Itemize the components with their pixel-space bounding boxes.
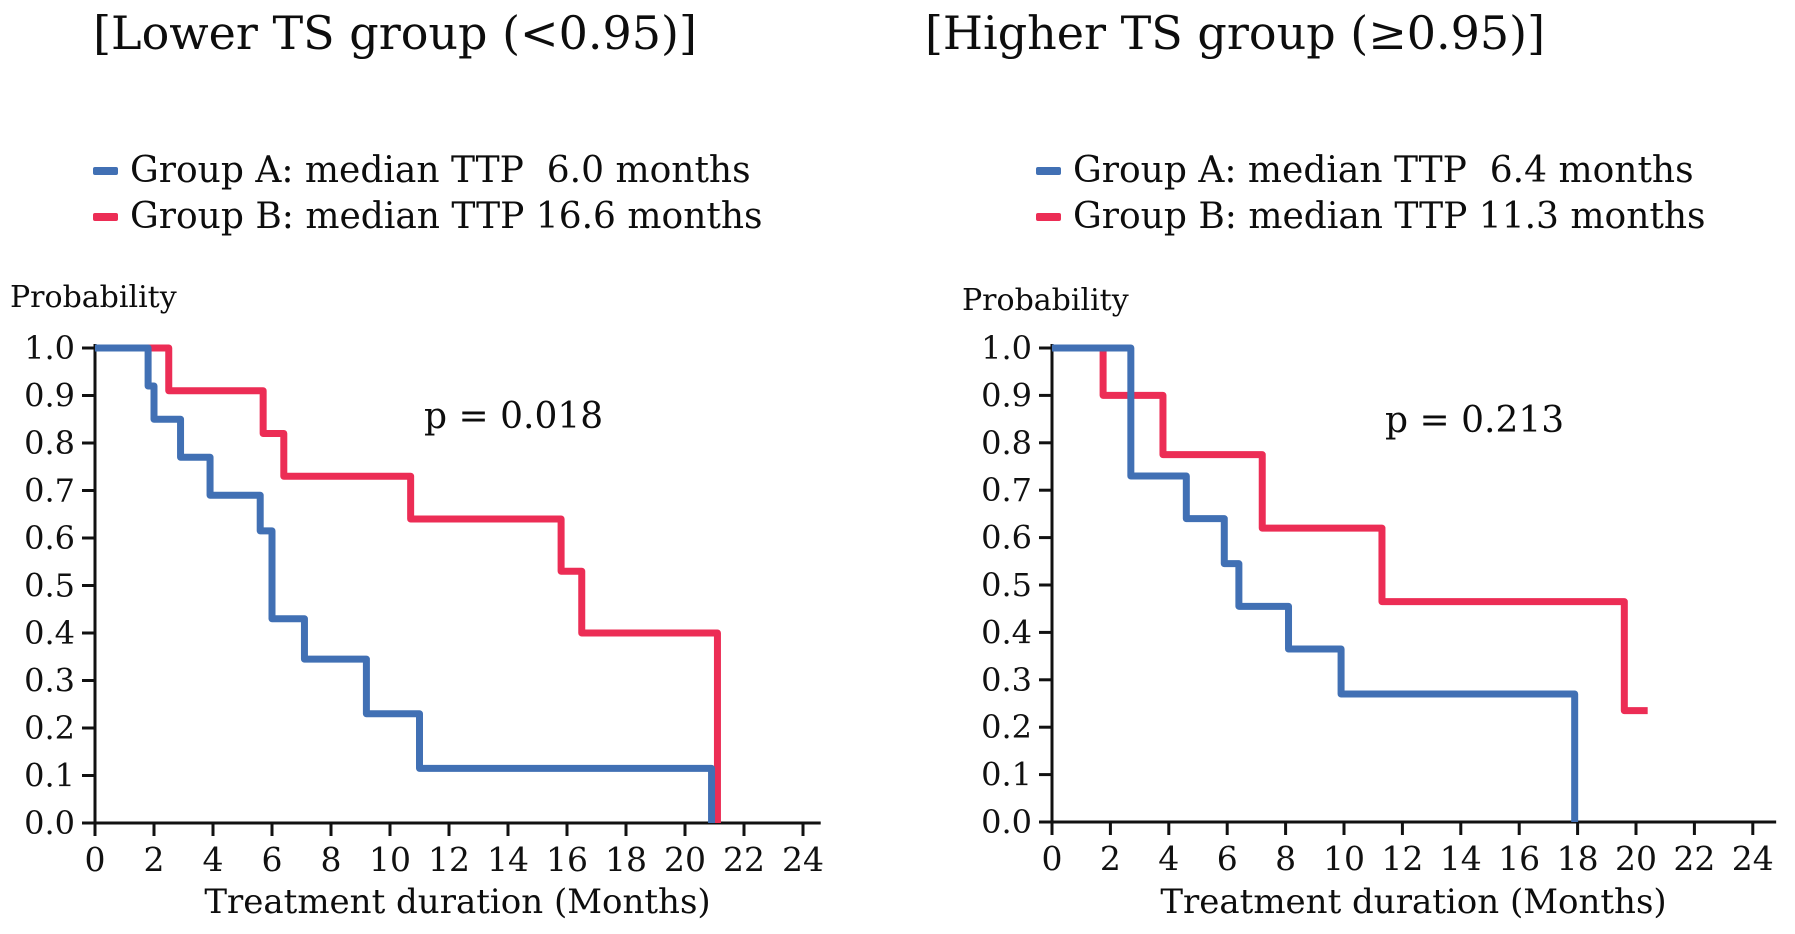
x-tick-label: 6 bbox=[262, 840, 283, 879]
panel-title-lower-ts: [Lower TS group (<0.95)] bbox=[93, 6, 697, 60]
legend-row-group-b: Group B: median TTP 11.3 months bbox=[1036, 194, 1706, 240]
x-tick-label: 10 bbox=[369, 840, 411, 879]
y-tick-label: 0.9 bbox=[24, 377, 75, 415]
y-tick-label: 0.2 bbox=[24, 709, 75, 747]
x-tick-label: 18 bbox=[1557, 839, 1599, 878]
x-tick-label: 12 bbox=[1381, 839, 1423, 878]
y-axis-label-higher: Probability bbox=[962, 283, 1129, 318]
group-a-dash-icon bbox=[1036, 167, 1061, 175]
x-tick-label: 14 bbox=[1440, 839, 1482, 878]
legend-higher-ts: Group A: median TTP 6.4 months Group B: … bbox=[1036, 148, 1706, 240]
y-tick-label: 0.5 bbox=[24, 567, 75, 605]
x-axis-label-lower: Treatment duration (Months) bbox=[204, 882, 711, 922]
y-axis-label-lower: Probability bbox=[10, 280, 177, 315]
y-tick-label: 0.0 bbox=[24, 804, 75, 842]
x-tick-label: 4 bbox=[1158, 839, 1179, 878]
legend-row-group-b: Group B: median TTP 16.6 months bbox=[93, 194, 763, 240]
x-tick-label: 24 bbox=[1732, 839, 1774, 878]
y-tick-label: 0.4 bbox=[24, 614, 75, 652]
legend-label-group-b: Group B: median TTP 11.3 months bbox=[1073, 196, 1706, 237]
x-tick-label: 2 bbox=[144, 840, 165, 879]
legend-row-group-a: Group A: median TTP 6.0 months bbox=[93, 148, 763, 194]
x-tick-label: 24 bbox=[782, 840, 824, 879]
km-curve-group-a bbox=[95, 344, 716, 823]
x-tick-label: 22 bbox=[1673, 839, 1715, 878]
x-tick-label: 10 bbox=[1323, 839, 1365, 878]
panel-title-higher-ts: [Higher TS group (≥0.95)] bbox=[924, 6, 1546, 60]
x-tick-label: 20 bbox=[664, 840, 706, 879]
legend-label-group-a: Group A: median TTP 6.4 months bbox=[1073, 150, 1694, 191]
y-tick-label: 0.1 bbox=[24, 757, 75, 795]
legend-label-group-a: Group A: median TTP 6.0 months bbox=[130, 150, 751, 191]
y-tick-label: 0.4 bbox=[981, 613, 1032, 651]
legend-lower-ts: Group A: median TTP 6.0 months Group B: … bbox=[93, 148, 763, 240]
x-tick-label: 4 bbox=[203, 840, 224, 879]
group-a-dash-icon bbox=[93, 167, 118, 175]
p-value-higher: p = 0.213 bbox=[1385, 400, 1565, 441]
y-tick-label: 0.8 bbox=[981, 424, 1032, 462]
x-tick-label: 0 bbox=[85, 840, 106, 879]
legend-row-group-a: Group A: median TTP 6.4 months bbox=[1036, 148, 1706, 194]
y-tick-label: 0.3 bbox=[24, 662, 75, 700]
x-tick-label: 6 bbox=[1217, 839, 1238, 878]
y-tick-label: 0.7 bbox=[24, 472, 75, 510]
x-tick-label: 16 bbox=[1498, 839, 1540, 878]
y-tick-label: 1.0 bbox=[24, 329, 75, 367]
p-value-lower: p = 0.018 bbox=[424, 396, 604, 437]
y-tick-label: 0.6 bbox=[24, 519, 75, 557]
x-tick-label: 22 bbox=[723, 840, 765, 879]
x-tick-label: 18 bbox=[605, 840, 647, 879]
y-tick-label: 0.7 bbox=[981, 471, 1032, 509]
y-tick-label: 0.6 bbox=[981, 519, 1032, 557]
y-tick-label: 0.8 bbox=[24, 424, 75, 462]
x-tick-label: 12 bbox=[428, 840, 470, 879]
group-b-dash-icon bbox=[1036, 213, 1061, 221]
y-tick-label: 0.0 bbox=[981, 803, 1032, 841]
y-tick-label: 0.1 bbox=[981, 756, 1032, 794]
km-curve-group-b bbox=[95, 344, 721, 823]
x-axis-label-higher: Treatment duration (Months) bbox=[1160, 882, 1667, 922]
x-tick-label: 8 bbox=[1275, 839, 1296, 878]
x-tick-label: 2 bbox=[1100, 839, 1121, 878]
x-tick-label: 14 bbox=[487, 840, 529, 879]
y-tick-label: 0.2 bbox=[981, 708, 1032, 746]
y-tick-label: 0.9 bbox=[981, 376, 1032, 414]
km-curve-group-b bbox=[1052, 344, 1648, 715]
x-tick-label: 16 bbox=[546, 840, 588, 879]
x-tick-label: 20 bbox=[1615, 839, 1657, 878]
y-tick-label: 0.3 bbox=[981, 661, 1032, 699]
x-tick-label: 8 bbox=[321, 840, 342, 879]
y-tick-label: 0.5 bbox=[981, 566, 1032, 604]
group-b-dash-icon bbox=[93, 213, 118, 221]
km-curve-group-a bbox=[1052, 344, 1579, 822]
x-tick-label: 0 bbox=[1042, 839, 1063, 878]
legend-label-group-b: Group B: median TTP 16.6 months bbox=[130, 196, 763, 237]
y-tick-label: 1.0 bbox=[981, 329, 1032, 367]
